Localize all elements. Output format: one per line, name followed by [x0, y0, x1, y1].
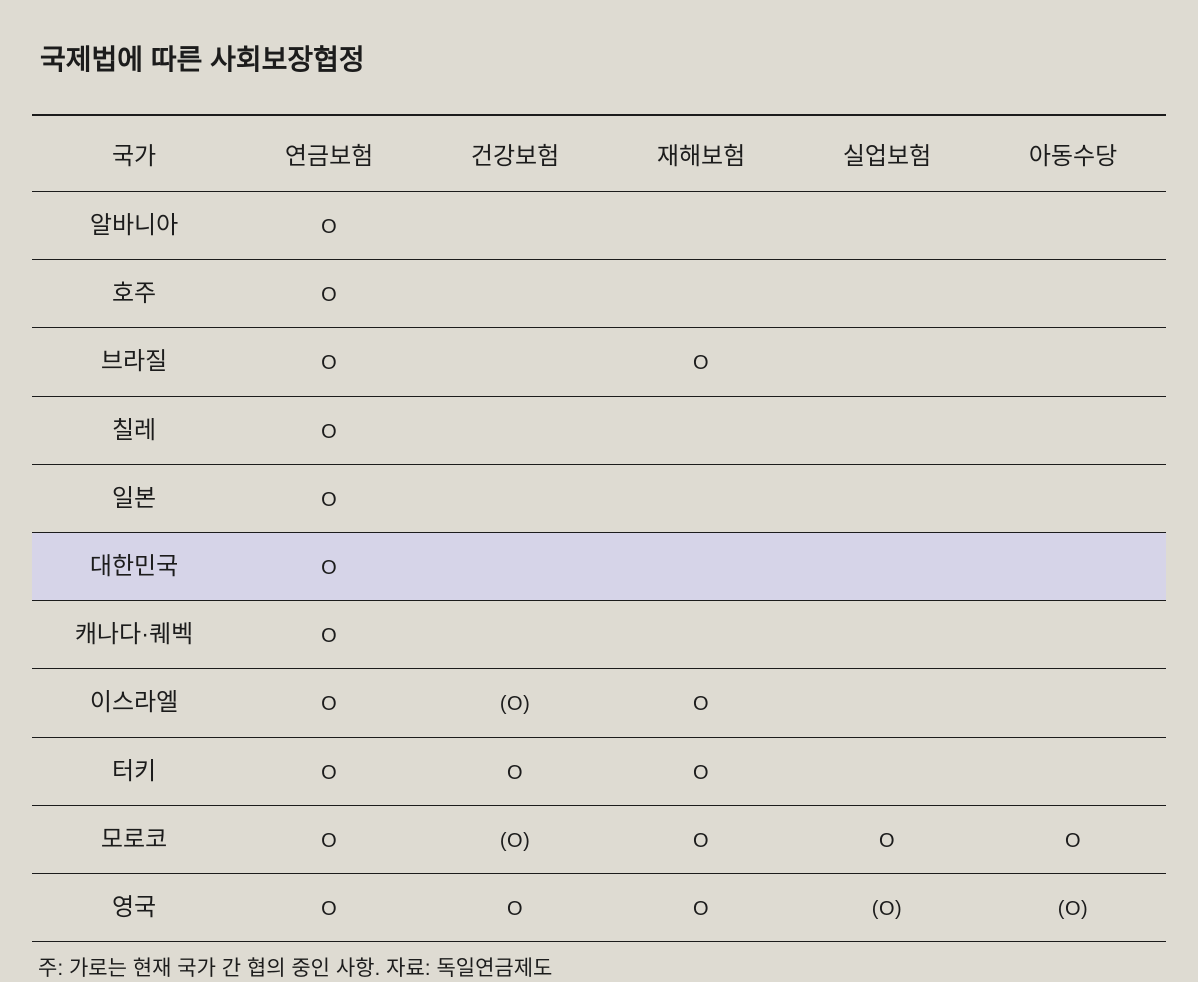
col-header-accident: 재해보험 [608, 115, 794, 192]
cell-mark [608, 464, 794, 532]
cell-mark: O [236, 601, 422, 669]
table-header-row: 국가 연금보험 건강보험 재해보험 실업보험 아동수당 [32, 115, 1166, 192]
cell-mark [422, 464, 608, 532]
cell-mark: O [422, 873, 608, 941]
table-row: 영국OOO(O)(O) [32, 873, 1166, 941]
cell-mark [794, 601, 980, 669]
cell-mark: O [236, 805, 422, 873]
cell-mark [422, 192, 608, 260]
col-header-pension: 연금보험 [236, 115, 422, 192]
cell-country: 이스라엘 [32, 669, 236, 737]
cell-mark [422, 532, 608, 600]
cell-mark: O [608, 873, 794, 941]
cell-mark [980, 532, 1166, 600]
cell-mark: (O) [422, 805, 608, 873]
cell-mark: O [608, 669, 794, 737]
cell-mark [794, 260, 980, 328]
cell-mark: (O) [794, 873, 980, 941]
cell-mark: O [236, 396, 422, 464]
table-row: 모로코O(O)OOO [32, 805, 1166, 873]
col-header-health: 건강보험 [422, 115, 608, 192]
cell-mark [980, 601, 1166, 669]
cell-mark [980, 192, 1166, 260]
cell-mark: O [236, 192, 422, 260]
cell-mark [422, 396, 608, 464]
cell-mark: (O) [422, 669, 608, 737]
cell-mark: O [236, 260, 422, 328]
col-header-country: 국가 [32, 115, 236, 192]
cell-mark [794, 328, 980, 396]
cell-mark: O [794, 805, 980, 873]
cell-country: 칠레 [32, 396, 236, 464]
table-row: 이스라엘O(O)O [32, 669, 1166, 737]
col-header-unemployment: 실업보험 [794, 115, 980, 192]
cell-mark: O [236, 532, 422, 600]
cell-country: 터키 [32, 737, 236, 805]
col-header-child: 아동수당 [980, 115, 1166, 192]
cell-mark: O [236, 464, 422, 532]
cell-country: 일본 [32, 464, 236, 532]
cell-mark [422, 328, 608, 396]
cell-mark [608, 601, 794, 669]
cell-mark [980, 737, 1166, 805]
agreements-table: 국가 연금보험 건강보험 재해보험 실업보험 아동수당 알바니아O호주O브라질O… [32, 114, 1166, 942]
cell-mark [794, 464, 980, 532]
cell-mark: O [608, 737, 794, 805]
cell-country: 대한민국 [32, 532, 236, 600]
cell-country: 브라질 [32, 328, 236, 396]
cell-mark [980, 396, 1166, 464]
cell-mark: O [608, 328, 794, 396]
table-row: 터키OOO [32, 737, 1166, 805]
cell-mark [980, 669, 1166, 737]
cell-country: 호주 [32, 260, 236, 328]
page-title: 국제법에 따른 사회보장협정 [40, 38, 1166, 78]
cell-mark [608, 192, 794, 260]
cell-country: 모로코 [32, 805, 236, 873]
cell-mark [608, 532, 794, 600]
table-row: 호주O [32, 260, 1166, 328]
table-row: 일본O [32, 464, 1166, 532]
cell-country: 영국 [32, 873, 236, 941]
table-row: 알바니아O [32, 192, 1166, 260]
cell-mark [980, 464, 1166, 532]
cell-mark: O [236, 669, 422, 737]
cell-mark [980, 260, 1166, 328]
cell-mark [422, 601, 608, 669]
cell-mark: O [236, 328, 422, 396]
table-row: 대한민국O [32, 532, 1166, 600]
cell-mark: O [980, 805, 1166, 873]
cell-country: 캐나다·퀘벡 [32, 601, 236, 669]
table-row: 캐나다·퀘벡O [32, 601, 1166, 669]
cell-country: 알바니아 [32, 192, 236, 260]
cell-mark [794, 396, 980, 464]
cell-mark [794, 192, 980, 260]
cell-mark [794, 669, 980, 737]
cell-mark [422, 260, 608, 328]
cell-mark [794, 532, 980, 600]
cell-mark: O [236, 873, 422, 941]
cell-mark [608, 396, 794, 464]
table-row: 브라질OO [32, 328, 1166, 396]
cell-mark [608, 260, 794, 328]
cell-mark: O [422, 737, 608, 805]
table-footnote: 주: 가로는 현재 국가 간 협의 중인 사항. 자료: 독일연금제도 [38, 952, 1166, 982]
table-row: 칠레O [32, 396, 1166, 464]
cell-mark [794, 737, 980, 805]
cell-mark: (O) [980, 873, 1166, 941]
cell-mark: O [608, 805, 794, 873]
cell-mark: O [236, 737, 422, 805]
cell-mark [980, 328, 1166, 396]
